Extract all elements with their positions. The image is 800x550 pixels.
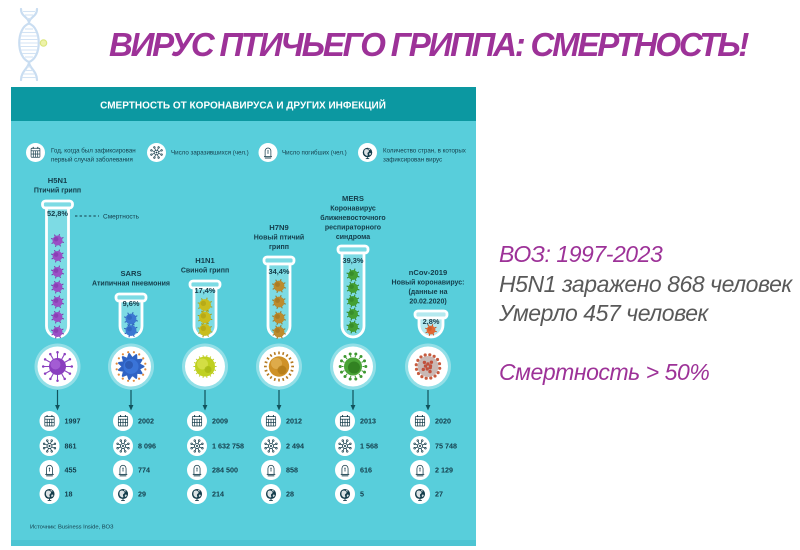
svg-text:Число заразившихся (чел.): Число заразившихся (чел.) bbox=[171, 150, 249, 157]
svg-text:СМЕРТНОСТЬ ОТ КОРОНАВИРУСА И Д: СМЕРТНОСТЬ ОТ КОРОНАВИРУСА И ДРУГИХ ИНФЕ… bbox=[100, 99, 386, 112]
svg-text:616: 616 bbox=[360, 466, 372, 475]
svg-text:2009: 2009 bbox=[212, 417, 228, 426]
svg-text:2 129: 2 129 bbox=[435, 466, 453, 475]
svg-text:2002: 2002 bbox=[138, 417, 154, 426]
svg-text:28: 28 bbox=[286, 490, 294, 499]
svg-text:861: 861 bbox=[65, 442, 77, 451]
svg-text:nCov-2019: nCov-2019 bbox=[409, 268, 447, 277]
svg-text:синдрома: синдрома bbox=[336, 234, 370, 241]
svg-text:858: 858 bbox=[286, 466, 298, 475]
svg-text:284 500: 284 500 bbox=[212, 466, 238, 475]
svg-text:Свиной грипп: Свиной грипп bbox=[181, 267, 229, 275]
svg-text:455: 455 bbox=[65, 466, 77, 475]
svg-text:52,8%: 52,8% bbox=[47, 209, 68, 218]
svg-text:27: 27 bbox=[435, 490, 443, 499]
svg-text:первый случай заболевания: первый случай заболевания bbox=[51, 156, 133, 163]
svg-text:ближневосточного: ближневосточного bbox=[320, 214, 385, 222]
svg-text:75 748: 75 748 bbox=[435, 442, 457, 451]
svg-text:зафиксирован вирус: зафиксирован вирус bbox=[383, 156, 442, 163]
svg-text:9,6%: 9,6% bbox=[123, 299, 140, 308]
svg-text:H1N1: H1N1 bbox=[195, 256, 215, 265]
svg-text:1 632 758: 1 632 758 bbox=[212, 442, 244, 451]
svg-text:H7N9: H7N9 bbox=[269, 223, 288, 232]
svg-text:2020: 2020 bbox=[435, 417, 451, 426]
svg-text:грипп: грипп bbox=[269, 244, 289, 251]
svg-text:34,4%: 34,4% bbox=[269, 267, 290, 276]
svg-text:Год, когда был зафиксирован: Год, когда был зафиксирован bbox=[51, 147, 136, 154]
svg-text:17,4%: 17,4% bbox=[195, 286, 216, 295]
svg-text:Коронавирус: Коронавирус bbox=[330, 206, 376, 213]
svg-text:Птичий грипп: Птичий грипп bbox=[34, 187, 81, 195]
svg-text:SARS: SARS bbox=[120, 269, 141, 278]
svg-text:29: 29 bbox=[138, 490, 146, 499]
svg-text:2,8%: 2,8% bbox=[423, 317, 440, 326]
svg-text:5: 5 bbox=[360, 490, 364, 499]
svg-text:1 568: 1 568 bbox=[360, 442, 378, 451]
svg-text:Новый птичий: Новый птичий bbox=[254, 234, 305, 242]
svg-text:8 096: 8 096 bbox=[138, 442, 156, 451]
svg-text:1997: 1997 bbox=[65, 417, 81, 426]
svg-text:респираторного: респираторного bbox=[325, 225, 381, 232]
svg-text:Новый коронавирус:: Новый коронавирус: bbox=[392, 279, 465, 287]
svg-text:214: 214 bbox=[212, 490, 224, 499]
svg-text:39,3%: 39,3% bbox=[343, 256, 364, 265]
svg-text:Количество стран, в которых: Количество стран, в которых bbox=[383, 147, 467, 154]
svg-text:Смертность: Смертность bbox=[103, 214, 140, 221]
svg-text:Источник: Business Inside, ВОЗ: Источник: Business Inside, ВОЗ bbox=[30, 525, 114, 531]
svg-text:H5N1: H5N1 bbox=[48, 176, 68, 185]
svg-text:2012: 2012 bbox=[286, 417, 302, 426]
svg-text:774: 774 bbox=[138, 466, 150, 475]
svg-text:2013: 2013 bbox=[360, 417, 376, 426]
svg-text:2 494: 2 494 bbox=[286, 442, 304, 451]
svg-text:Число погибших (чел.): Число погибших (чел.) bbox=[282, 150, 347, 157]
svg-text:MERS: MERS bbox=[342, 194, 364, 203]
svg-text:Атипичная пневмония: Атипичная пневмония bbox=[92, 281, 170, 288]
svg-text:20.02.2020): 20.02.2020) bbox=[409, 299, 446, 306]
svg-text:(данные на: (данные на bbox=[408, 289, 447, 296]
svg-text:18: 18 bbox=[65, 490, 73, 499]
